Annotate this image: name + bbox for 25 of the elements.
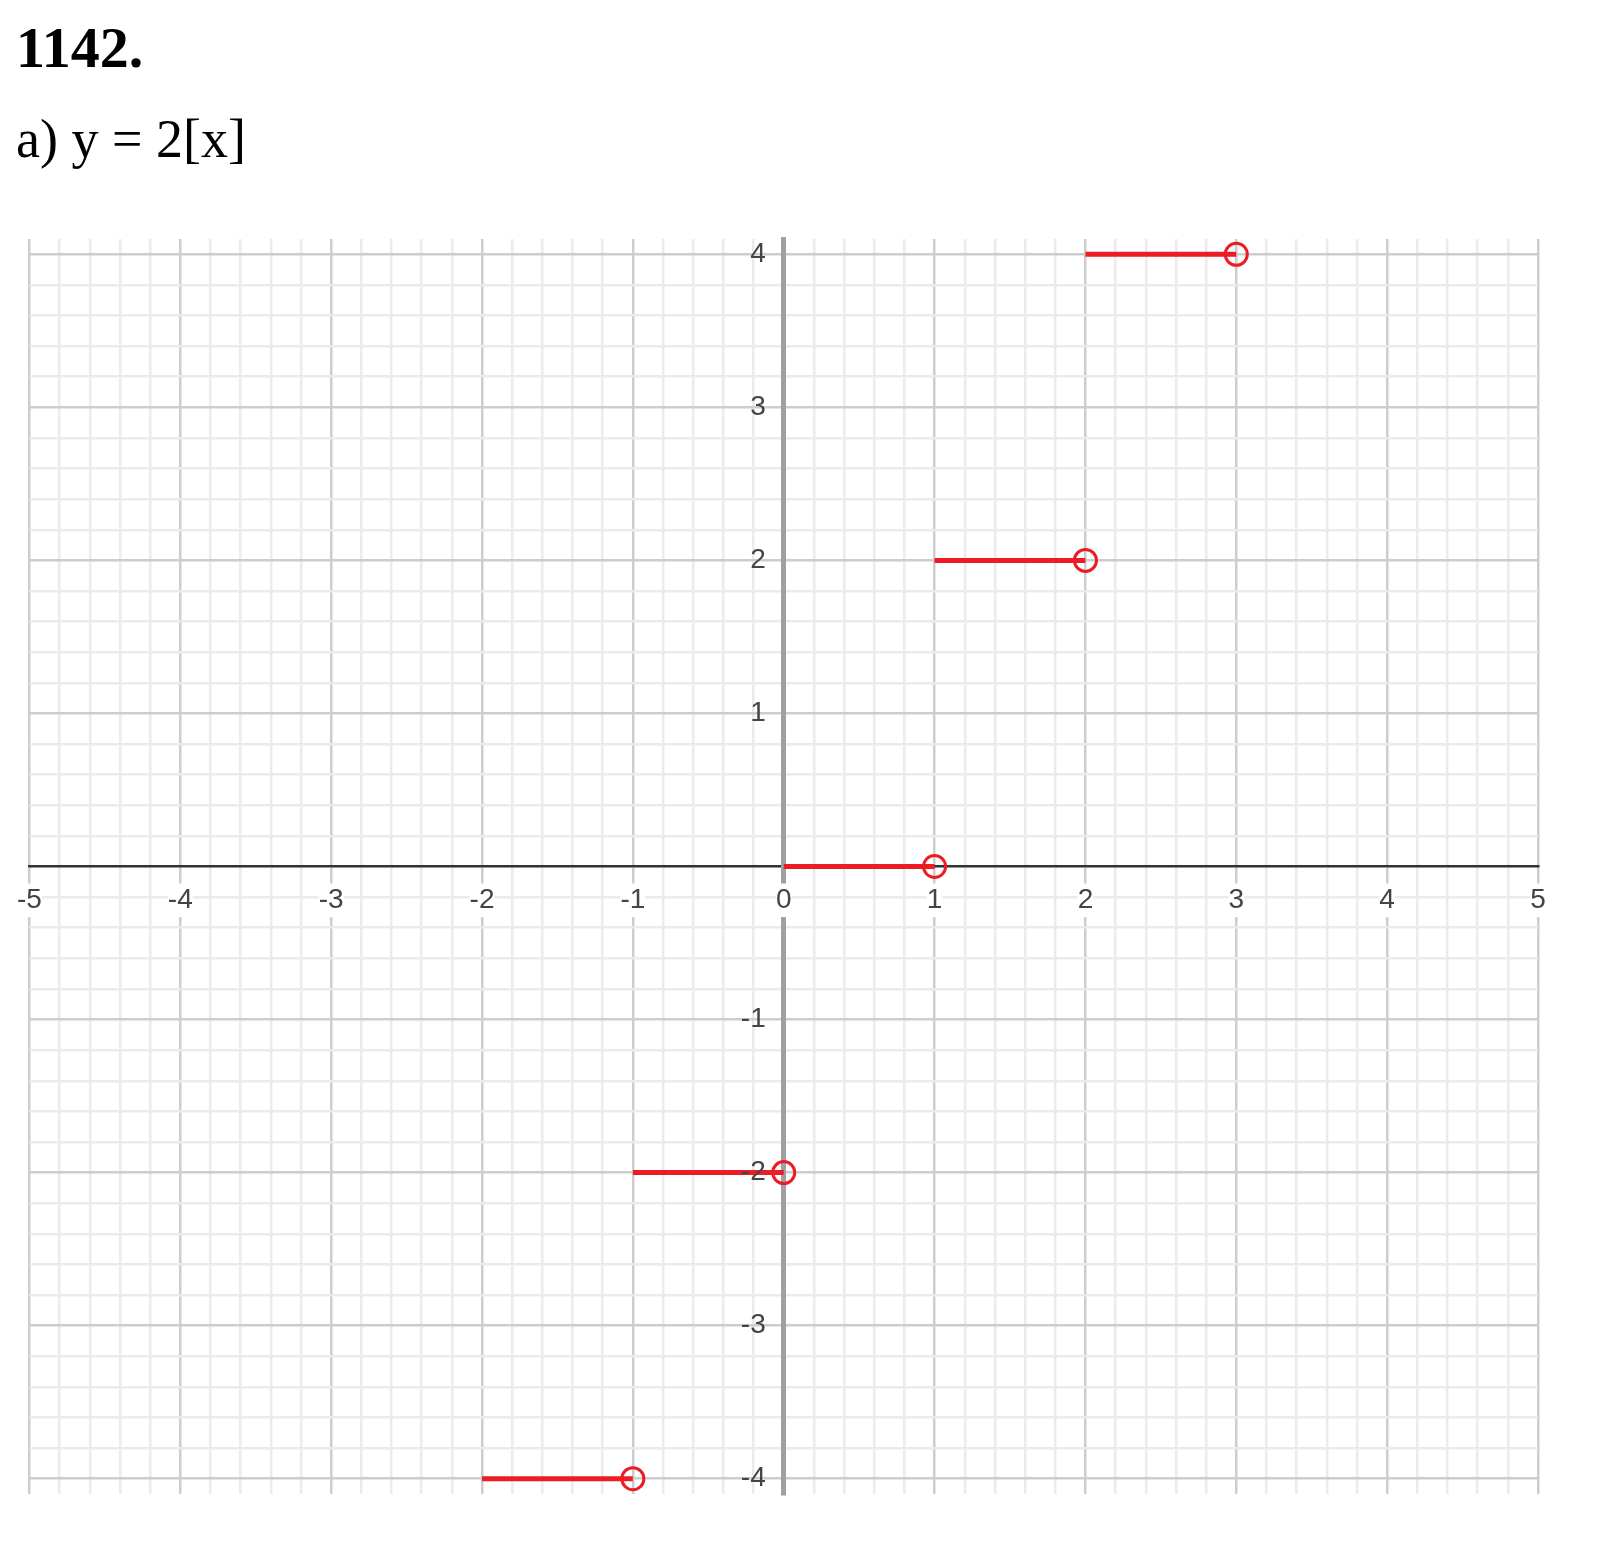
x-tick-label: 2: [1077, 883, 1094, 915]
y-tick-label: -4: [740, 1461, 766, 1493]
x-tick-label: -3: [318, 883, 344, 915]
chart-title: 1142.: [16, 15, 144, 80]
y-tick-label: 3: [750, 390, 766, 422]
point: [771, 1160, 797, 1186]
point: [1223, 241, 1249, 267]
y-tick-label: -3: [740, 1308, 766, 1340]
chart-subtitle: а) y = 2[x]: [16, 109, 246, 169]
x-tick-label: -2: [469, 883, 495, 915]
y-tick-label: 1: [750, 696, 766, 728]
y-tick-label: 4: [750, 237, 766, 269]
x-tick-label: 1: [926, 883, 943, 915]
x-tick-label: -4: [167, 883, 193, 915]
x-tick-label: 0: [775, 883, 792, 915]
x-tick-label: 5: [1530, 883, 1546, 915]
point: [922, 854, 948, 879]
x-tick-label: -5: [17, 883, 42, 915]
y-tick-label: -1: [740, 1002, 766, 1034]
x-tick-label: 3: [1228, 883, 1245, 915]
x-tick-label: -1: [620, 883, 646, 915]
point: [620, 1466, 646, 1492]
point: [1072, 547, 1098, 573]
y-tick-label: 2: [750, 543, 766, 575]
x-tick-label: 4: [1379, 883, 1395, 915]
